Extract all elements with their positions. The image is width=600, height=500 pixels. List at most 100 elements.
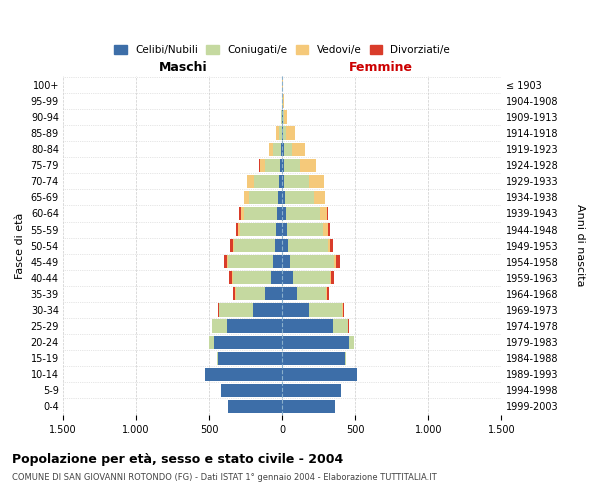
Bar [282, 142, 284, 156]
Bar [283, 110, 284, 124]
Bar [282, 126, 283, 140]
Bar [234, 239, 275, 252]
Bar [314, 191, 325, 204]
Bar [265, 288, 282, 300]
Bar [286, 126, 295, 140]
Bar [309, 174, 324, 188]
Bar [212, 320, 227, 332]
Bar [233, 239, 234, 252]
Bar [297, 288, 326, 300]
Bar [288, 239, 328, 252]
Bar [282, 191, 285, 204]
Bar [285, 191, 314, 204]
Bar [244, 191, 248, 204]
Bar [282, 255, 290, 268]
Bar [282, 304, 308, 316]
Bar [290, 255, 334, 268]
Bar [232, 271, 233, 284]
Bar [221, 384, 282, 397]
Bar [233, 271, 271, 284]
Bar [229, 271, 232, 284]
Bar [247, 174, 254, 188]
Bar [236, 288, 265, 300]
Bar [239, 207, 241, 220]
Bar [224, 255, 227, 268]
Bar [284, 110, 287, 124]
Bar [282, 207, 286, 220]
Bar [280, 174, 282, 188]
Bar [300, 158, 316, 172]
Bar [220, 304, 253, 316]
Bar [282, 288, 297, 300]
Bar [271, 271, 282, 284]
Bar [260, 158, 265, 172]
Bar [293, 271, 330, 284]
Bar [277, 126, 278, 140]
Bar [227, 255, 228, 268]
Bar [282, 368, 357, 381]
Bar [345, 352, 346, 365]
Bar [334, 255, 337, 268]
Bar [217, 352, 218, 365]
Bar [323, 223, 328, 236]
Bar [253, 304, 282, 316]
Text: Maschi: Maschi [160, 60, 208, 74]
Bar [282, 352, 345, 365]
Bar [241, 207, 244, 220]
Bar [282, 400, 335, 413]
Bar [275, 239, 282, 252]
Bar [282, 174, 284, 188]
Bar [274, 255, 282, 268]
Bar [269, 142, 274, 156]
Bar [277, 223, 282, 236]
Bar [282, 336, 349, 348]
Bar [228, 255, 274, 268]
Bar [280, 158, 282, 172]
Bar [281, 142, 282, 156]
Bar [326, 288, 327, 300]
Bar [343, 304, 344, 316]
Bar [337, 255, 340, 268]
Bar [282, 320, 334, 332]
Bar [233, 288, 235, 300]
Bar [283, 126, 286, 140]
Y-axis label: Fasce di età: Fasce di età [15, 212, 25, 279]
Bar [282, 239, 288, 252]
Bar [278, 126, 281, 140]
Bar [281, 110, 282, 124]
Text: Femmine: Femmine [349, 60, 413, 74]
Bar [205, 368, 282, 381]
Bar [282, 384, 341, 397]
Bar [228, 400, 282, 413]
Bar [292, 142, 305, 156]
Bar [320, 207, 327, 220]
Y-axis label: Anni di nascita: Anni di nascita [575, 204, 585, 287]
Bar [265, 158, 280, 172]
Text: COMUNE DI SAN GIOVANNI ROTONDO (FG) - Dati ISTAT 1° gennaio 2004 - Elaborazione : COMUNE DI SAN GIOVANNI ROTONDO (FG) - Da… [12, 472, 437, 482]
Bar [218, 352, 282, 365]
Bar [236, 223, 238, 236]
Bar [327, 207, 328, 220]
Bar [214, 336, 282, 348]
Bar [248, 191, 278, 204]
Bar [209, 336, 214, 348]
Bar [244, 207, 277, 220]
Bar [330, 271, 331, 284]
Bar [227, 320, 282, 332]
Bar [277, 207, 282, 220]
Bar [238, 223, 240, 236]
Bar [254, 174, 280, 188]
Text: Popolazione per età, sesso e stato civile - 2004: Popolazione per età, sesso e stato civil… [12, 452, 343, 466]
Bar [230, 239, 233, 252]
Bar [327, 288, 329, 300]
Bar [334, 320, 348, 332]
Bar [282, 271, 293, 284]
Bar [284, 142, 292, 156]
Bar [331, 271, 334, 284]
Bar [284, 174, 309, 188]
Bar [287, 223, 323, 236]
Bar [240, 223, 277, 236]
Bar [282, 158, 284, 172]
Bar [328, 223, 330, 236]
Bar [308, 304, 342, 316]
